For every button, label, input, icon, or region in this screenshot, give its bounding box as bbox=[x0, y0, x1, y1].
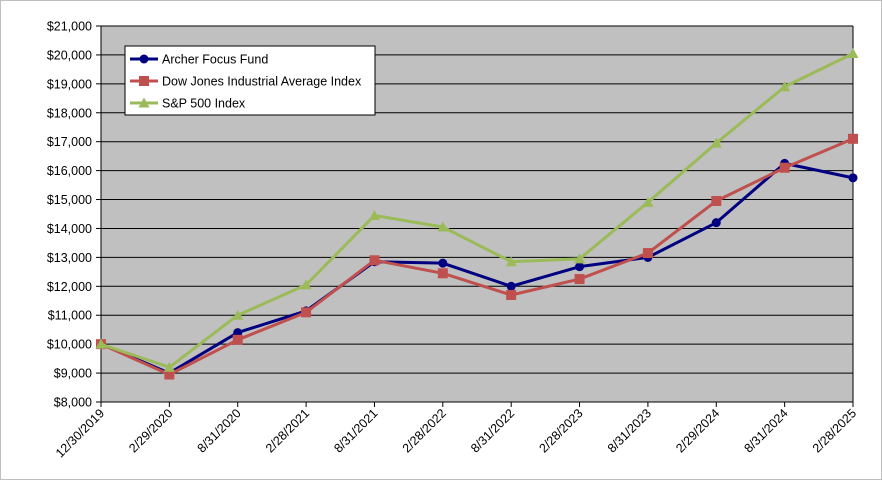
y-tick-label: $17,000 bbox=[47, 135, 92, 149]
series-line bbox=[100, 137, 854, 377]
x-tick-label: 2/28/2023 bbox=[536, 406, 585, 455]
data-point bbox=[369, 255, 380, 266]
data-point bbox=[300, 279, 312, 290]
legend-label: S&P 500 Index bbox=[162, 97, 246, 111]
data-point bbox=[642, 248, 653, 259]
series-dow-jones-industrial-average-index bbox=[96, 133, 858, 380]
legend-item: Dow Jones Industrial Average Index bbox=[130, 75, 362, 89]
x-tick-label: 2/29/2024 bbox=[673, 406, 722, 455]
x-tick-label: 2/28/2021 bbox=[263, 406, 312, 455]
series-s-p-500-index bbox=[95, 47, 859, 372]
x-tick-label: 8/31/2024 bbox=[742, 406, 791, 455]
data-point bbox=[642, 196, 654, 207]
data-point bbox=[368, 209, 380, 220]
data-point bbox=[847, 47, 859, 58]
y-tick-label: $13,000 bbox=[47, 251, 92, 265]
data-point bbox=[437, 268, 448, 279]
data-point bbox=[139, 54, 149, 64]
data-point bbox=[779, 81, 791, 92]
data-point bbox=[95, 338, 107, 349]
data-point bbox=[163, 361, 175, 372]
data-point bbox=[710, 137, 722, 148]
y-tick-label: $18,000 bbox=[47, 106, 92, 120]
y-tick-label: $14,000 bbox=[47, 222, 92, 236]
y-tick-label: $19,000 bbox=[47, 77, 92, 91]
data-point bbox=[506, 289, 517, 300]
legend-box bbox=[124, 45, 376, 116]
y-tick-label: $9,000 bbox=[54, 367, 92, 381]
data-point bbox=[848, 133, 858, 144]
data-point bbox=[575, 262, 585, 272]
data-point bbox=[138, 97, 150, 108]
data-point bbox=[139, 76, 149, 86]
x-tick-label: 12/30/2019 bbox=[53, 406, 107, 460]
x-tick-label: 8/31/2023 bbox=[605, 406, 654, 455]
legend-item: S&P 500 Index bbox=[130, 97, 246, 111]
x-tick-label: 8/31/2021 bbox=[331, 406, 380, 455]
data-point bbox=[301, 307, 312, 318]
legend-item: Archer Focus Fund bbox=[130, 53, 268, 67]
series-lines bbox=[95, 47, 859, 380]
y-tick-label: $11,000 bbox=[48, 309, 92, 323]
legend: Archer Focus Fund Dow Jones Industrial Av… bbox=[124, 45, 376, 116]
data-point bbox=[505, 256, 517, 267]
y-tick-label: $10,000 bbox=[47, 338, 92, 352]
data-point bbox=[711, 218, 721, 228]
data-point bbox=[848, 173, 858, 183]
data-point bbox=[711, 195, 722, 206]
data-point bbox=[232, 309, 244, 320]
data-point bbox=[438, 258, 448, 268]
data-point bbox=[164, 369, 175, 380]
legend-label: Dow Jones Industrial Average Index bbox=[162, 75, 362, 89]
x-tick-label: 2/28/2025 bbox=[810, 406, 859, 455]
y-tick-label: $15,000 bbox=[47, 193, 92, 207]
y-tick-label: $16,000 bbox=[47, 164, 92, 178]
series-line bbox=[100, 52, 854, 369]
data-point bbox=[232, 334, 243, 345]
x-tick-label: 2/29/2020 bbox=[126, 406, 175, 455]
x-tick-label: 8/31/2020 bbox=[195, 406, 244, 455]
data-point bbox=[574, 253, 586, 264]
y-tick-label: $12,000 bbox=[47, 280, 92, 294]
y-tick-label: $8,000 bbox=[54, 396, 92, 410]
x-tick-label: 2/28/2022 bbox=[400, 406, 449, 455]
data-point bbox=[506, 281, 516, 291]
data-point bbox=[574, 274, 585, 285]
data-point bbox=[779, 162, 790, 173]
data-point bbox=[437, 221, 449, 232]
legend-label: Archer Focus Fund bbox=[162, 53, 268, 67]
y-tick-label: $20,000 bbox=[47, 48, 92, 62]
y-tick-label: $21,000 bbox=[47, 20, 92, 34]
series-line bbox=[100, 161, 854, 375]
x-tick-label: 8/31/2022 bbox=[468, 406, 517, 455]
